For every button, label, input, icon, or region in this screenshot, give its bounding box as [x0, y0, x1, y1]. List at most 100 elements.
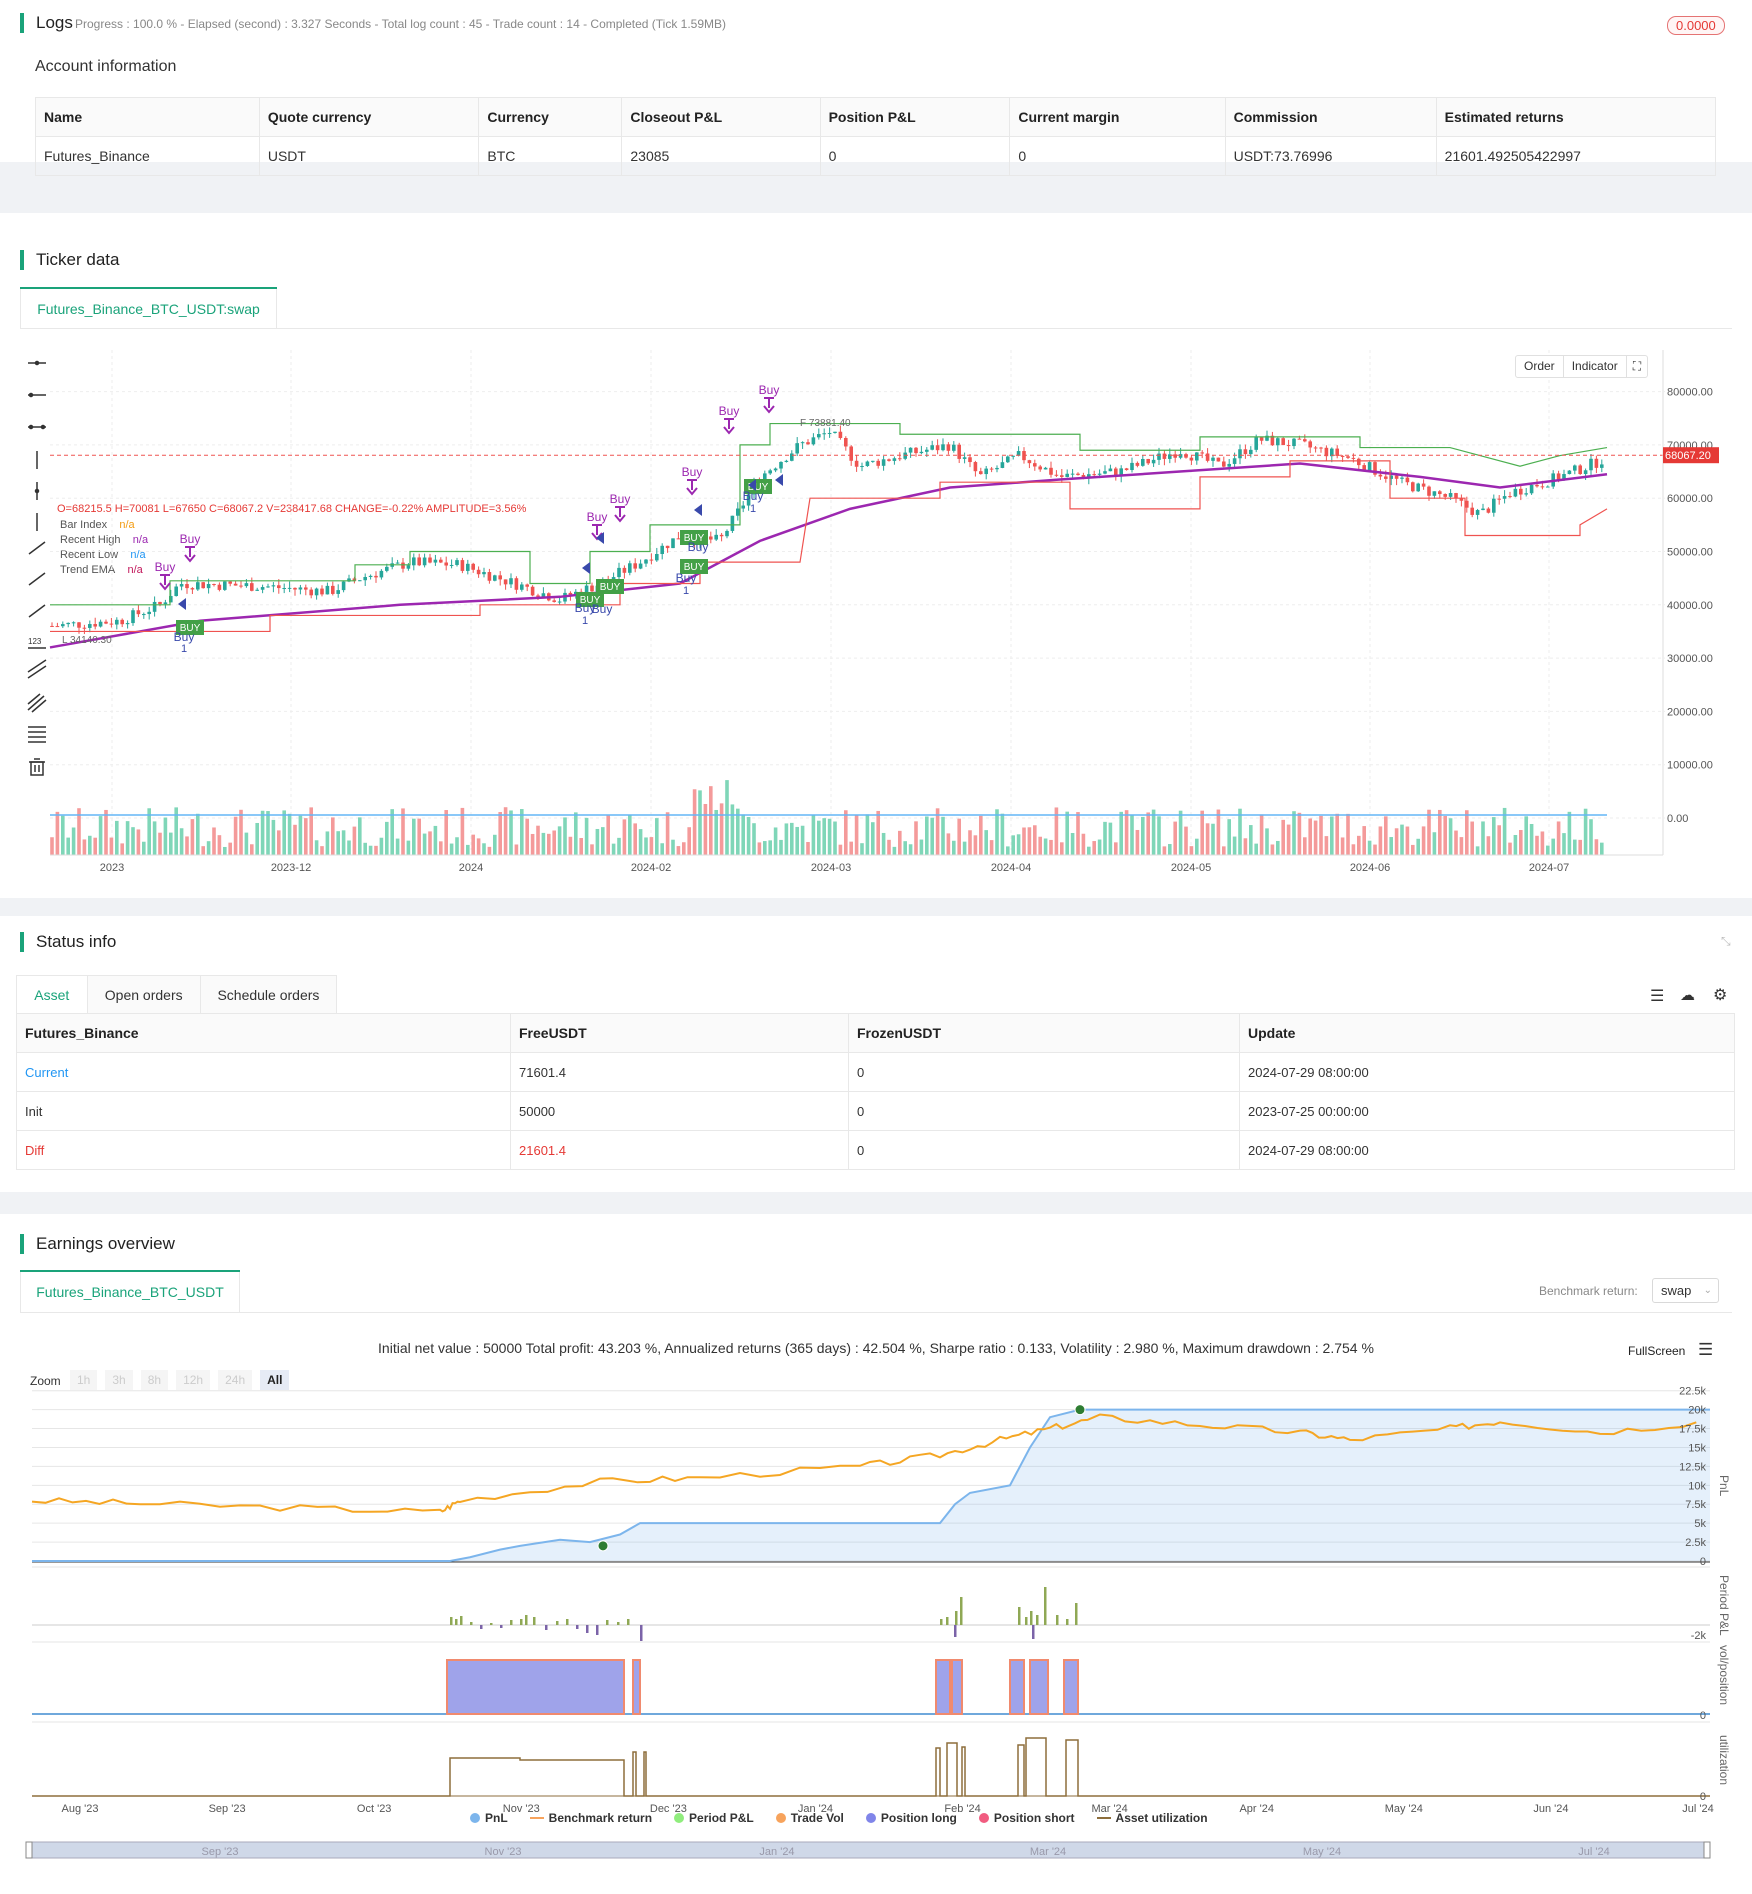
volume-bar [1222, 846, 1226, 855]
candle [406, 565, 411, 569]
candle [271, 585, 276, 587]
collapse-icon[interactable]: ⤡ [1721, 934, 1731, 948]
legend-item[interactable]: PnL [470, 1811, 508, 1825]
legend-item[interactable]: Period P&L [674, 1811, 754, 1825]
volume-bar [1378, 826, 1383, 855]
volume-bar [1583, 808, 1588, 855]
parallel-channel-icon[interactable] [27, 659, 47, 679]
candle [503, 579, 508, 585]
candle [131, 610, 135, 624]
volume-bar [401, 808, 405, 855]
candle [498, 575, 502, 580]
candle [919, 451, 924, 454]
candle [1502, 496, 1507, 499]
trend-line-icon[interactable] [28, 541, 46, 555]
candle [736, 508, 740, 516]
horizontal-ray-icon[interactable] [28, 392, 46, 398]
extended-line-icon[interactable] [28, 604, 46, 618]
candle [892, 458, 897, 461]
volume-bar [190, 819, 195, 855]
fullscreen-button[interactable]: FullScreen [1628, 1344, 1686, 1358]
candle [1216, 457, 1221, 462]
volume-bar [142, 841, 146, 855]
horizontal-segment-icon[interactable] [28, 424, 46, 430]
cell: 21601.4 [510, 1130, 849, 1170]
candle [363, 577, 367, 581]
candle [552, 600, 556, 602]
cell: 2024-07-29 08:00:00 [1239, 1130, 1735, 1170]
gear-icon[interactable]: ⚙ [1713, 987, 1728, 1004]
menu-icon[interactable]: ☰ [1698, 1340, 1714, 1359]
volume-bar [439, 841, 443, 855]
logs-card: Logs Progress : 100.0 % - Elapsed (secon… [0, 0, 1752, 176]
vertical-ray-icon[interactable] [34, 482, 40, 500]
volume-bar [790, 822, 794, 855]
candle [395, 562, 400, 564]
volume-bar [109, 837, 114, 855]
candle [1184, 454, 1188, 458]
legend-swatch [674, 1813, 685, 1823]
candle [1573, 465, 1577, 471]
price-label-icon[interactable]: 123 [28, 637, 46, 649]
legend-item[interactable]: Position long [865, 1811, 957, 1825]
indicator-button[interactable]: Indicator [1571, 359, 1618, 373]
quantity-label: 1 [683, 585, 689, 597]
candle [449, 564, 454, 566]
volume-bar [822, 818, 826, 855]
fib-retracement-icon[interactable] [28, 726, 46, 743]
volume-bar [1427, 809, 1431, 855]
candle [638, 563, 643, 569]
candle [1038, 466, 1042, 470]
zoom-12h[interactable]: 12h [176, 1370, 211, 1390]
volume-bar [120, 843, 124, 855]
legend-item[interactable]: Benchmark return [529, 1811, 652, 1825]
volume-bar [1578, 839, 1582, 855]
candle [1335, 448, 1339, 456]
cloud-download-icon[interactable]: ☁ [1680, 987, 1695, 1004]
col-frozen-usdt: FrozenUSDT [848, 1013, 1240, 1053]
legend-item[interactable]: Asset utilization [1096, 1811, 1208, 1825]
candle [347, 578, 351, 582]
volume-bar [763, 841, 767, 855]
candle [1567, 470, 1572, 475]
status-title: Status info [20, 932, 116, 952]
pitchfork-icon[interactable] [27, 693, 47, 713]
volume-bar [1562, 833, 1566, 855]
benchmark-select[interactable]: swap ⌄ [1652, 1278, 1719, 1303]
ray-icon[interactable] [28, 572, 46, 586]
zoom-3h[interactable]: 3h [105, 1370, 133, 1390]
candle [250, 583, 254, 591]
candle [1270, 435, 1275, 446]
zoom-24h[interactable]: 24h [218, 1370, 253, 1390]
legend-item[interactable]: Position short [978, 1811, 1075, 1825]
row-label-current[interactable]: Current [16, 1052, 511, 1092]
zoom-8h[interactable]: 8h [140, 1370, 169, 1390]
legend-item[interactable]: Trade Vol [775, 1811, 844, 1825]
y-tick-label: 50000.00 [1667, 547, 1713, 559]
trash-icon[interactable] [29, 758, 45, 776]
order-button[interactable]: Order [1516, 356, 1564, 377]
cell: 2024-07-29 08:00:00 [1239, 1052, 1735, 1092]
horizontal-line-icon[interactable] [28, 360, 46, 366]
candle [1378, 474, 1383, 477]
tab-ticker-symbol[interactable]: Futures_Binance_BTC_USDT:swap [20, 289, 277, 329]
tab-schedule-orders[interactable]: Schedule orders [199, 976, 336, 1013]
buy-arrow-icon [159, 574, 171, 591]
list-icon[interactable]: ☰ [1650, 988, 1665, 1005]
tab-earnings-symbol[interactable]: Futures_Binance_BTC_USDT [20, 1272, 240, 1312]
volume-bar [779, 839, 783, 855]
volume-bar [206, 841, 211, 855]
volume-bar [163, 817, 168, 855]
zoom-label: Zoom [30, 1374, 61, 1388]
zoom-1h[interactable]: 1h [70, 1370, 98, 1390]
volume-bar [1351, 844, 1356, 855]
status-card: Status info ⤡ Asset Open orders Schedule… [0, 916, 1752, 1192]
candle [881, 459, 886, 466]
tab-asset[interactable]: Asset [17, 976, 87, 1013]
candle [379, 570, 384, 578]
volume-bar [682, 842, 686, 855]
tab-open-orders[interactable]: Open orders [86, 976, 200, 1013]
expand-icon[interactable]: ⛶ [1625, 356, 1647, 377]
candle [1189, 457, 1194, 461]
zoom-all[interactable]: All [260, 1370, 290, 1390]
